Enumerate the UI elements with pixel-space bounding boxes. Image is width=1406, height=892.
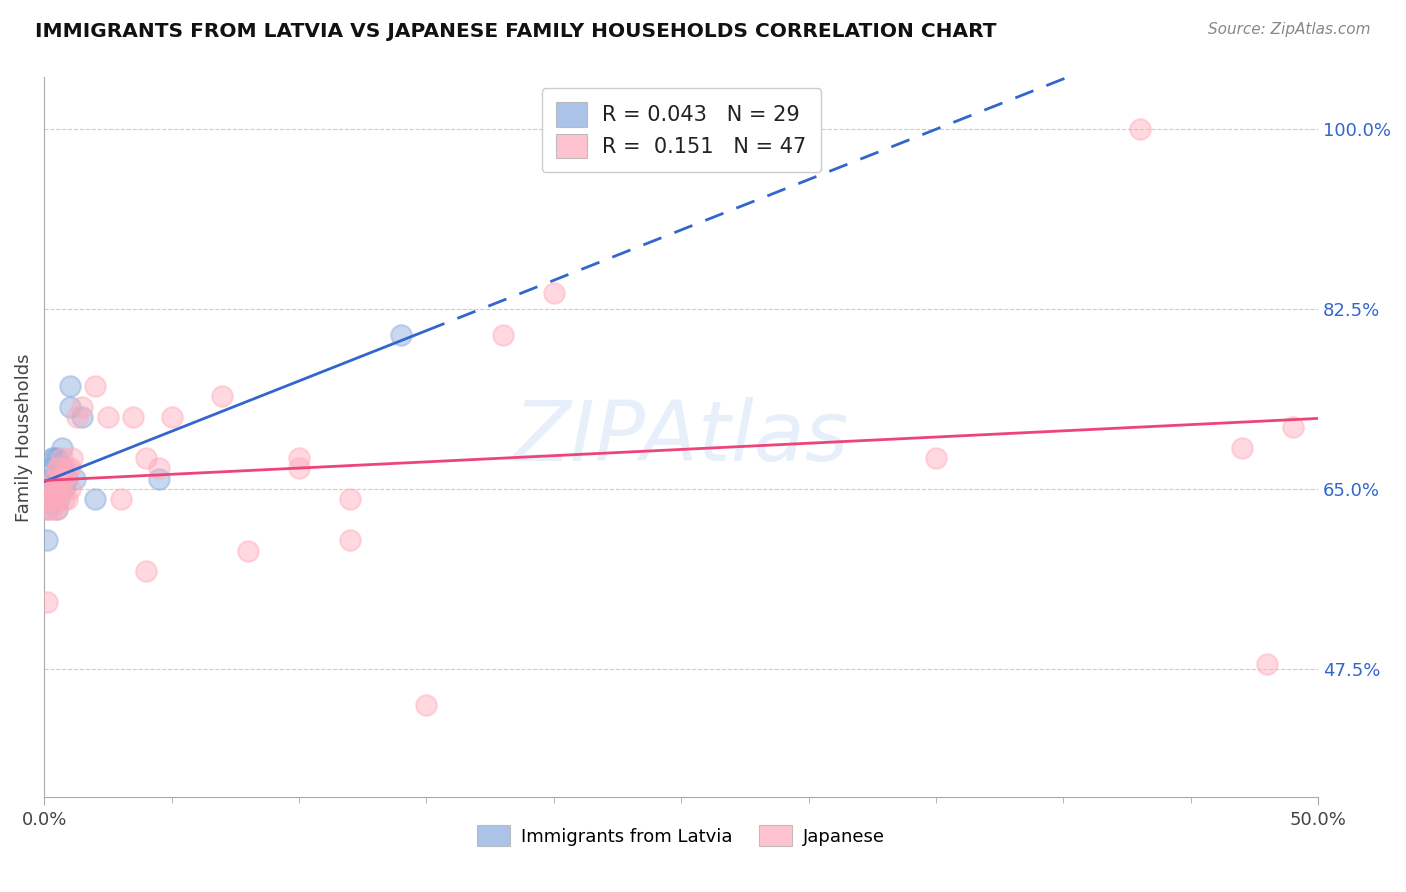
Point bbox=[44, 492, 66, 507]
Point bbox=[53, 461, 76, 475]
Point bbox=[135, 450, 157, 465]
Point bbox=[56, 472, 79, 486]
Point bbox=[56, 492, 79, 507]
Point bbox=[38, 472, 60, 486]
Point bbox=[44, 472, 66, 486]
Y-axis label: Family Households: Family Households bbox=[15, 353, 32, 522]
Point bbox=[41, 461, 63, 475]
Point bbox=[41, 450, 63, 465]
Point bbox=[288, 461, 311, 475]
Point bbox=[35, 533, 58, 548]
Point bbox=[1281, 420, 1303, 434]
Point bbox=[339, 533, 361, 548]
Point bbox=[45, 502, 67, 516]
Point bbox=[48, 492, 70, 507]
Point bbox=[48, 461, 70, 475]
Point bbox=[51, 472, 73, 486]
Point bbox=[1256, 657, 1278, 671]
Point bbox=[51, 482, 73, 496]
Point bbox=[236, 543, 259, 558]
Point bbox=[84, 379, 107, 393]
Point bbox=[48, 482, 70, 496]
Point bbox=[38, 502, 60, 516]
Point bbox=[45, 450, 67, 465]
Point bbox=[45, 482, 67, 496]
Point bbox=[58, 400, 80, 414]
Point bbox=[72, 409, 94, 424]
Point bbox=[56, 461, 79, 475]
Point bbox=[135, 564, 157, 578]
Point bbox=[51, 472, 73, 486]
Point bbox=[72, 400, 94, 414]
Point bbox=[45, 482, 67, 496]
Point bbox=[45, 472, 67, 486]
Point bbox=[44, 492, 66, 507]
Point bbox=[51, 441, 73, 455]
Point bbox=[288, 450, 311, 465]
Point bbox=[66, 409, 89, 424]
Point bbox=[97, 409, 120, 424]
Point bbox=[41, 502, 63, 516]
Point bbox=[84, 492, 107, 507]
Point bbox=[160, 409, 183, 424]
Point bbox=[51, 450, 73, 465]
Legend: Immigrants from Latvia, Japanese: Immigrants from Latvia, Japanese bbox=[470, 818, 891, 854]
Point bbox=[63, 472, 86, 486]
Text: ZIPAtlas: ZIPAtlas bbox=[513, 397, 849, 478]
Point bbox=[53, 482, 76, 496]
Text: IMMIGRANTS FROM LATVIA VS JAPANESE FAMILY HOUSEHOLDS CORRELATION CHART: IMMIGRANTS FROM LATVIA VS JAPANESE FAMIL… bbox=[35, 22, 997, 41]
Point bbox=[45, 502, 67, 516]
Point bbox=[35, 502, 58, 516]
Point bbox=[41, 482, 63, 496]
Point bbox=[60, 450, 83, 465]
Point bbox=[110, 492, 132, 507]
Point bbox=[148, 461, 170, 475]
Point bbox=[53, 472, 76, 486]
Point bbox=[51, 461, 73, 475]
Point bbox=[58, 461, 80, 475]
Point bbox=[211, 389, 233, 403]
Point bbox=[48, 482, 70, 496]
Text: Source: ZipAtlas.com: Source: ZipAtlas.com bbox=[1208, 22, 1371, 37]
Point bbox=[58, 379, 80, 393]
Point bbox=[48, 461, 70, 475]
Point bbox=[35, 595, 58, 609]
Point bbox=[148, 472, 170, 486]
Point bbox=[492, 327, 515, 342]
Point bbox=[58, 482, 80, 496]
Point bbox=[44, 450, 66, 465]
Point bbox=[339, 492, 361, 507]
Point bbox=[925, 450, 948, 465]
Point bbox=[53, 492, 76, 507]
Point bbox=[44, 472, 66, 486]
Point bbox=[45, 461, 67, 475]
Point bbox=[35, 492, 58, 507]
Point bbox=[51, 482, 73, 496]
Point bbox=[38, 482, 60, 496]
Point bbox=[415, 698, 437, 712]
Point bbox=[122, 409, 145, 424]
Point bbox=[1230, 441, 1253, 455]
Point bbox=[1129, 121, 1152, 136]
Point bbox=[543, 286, 565, 301]
Point bbox=[389, 327, 412, 342]
